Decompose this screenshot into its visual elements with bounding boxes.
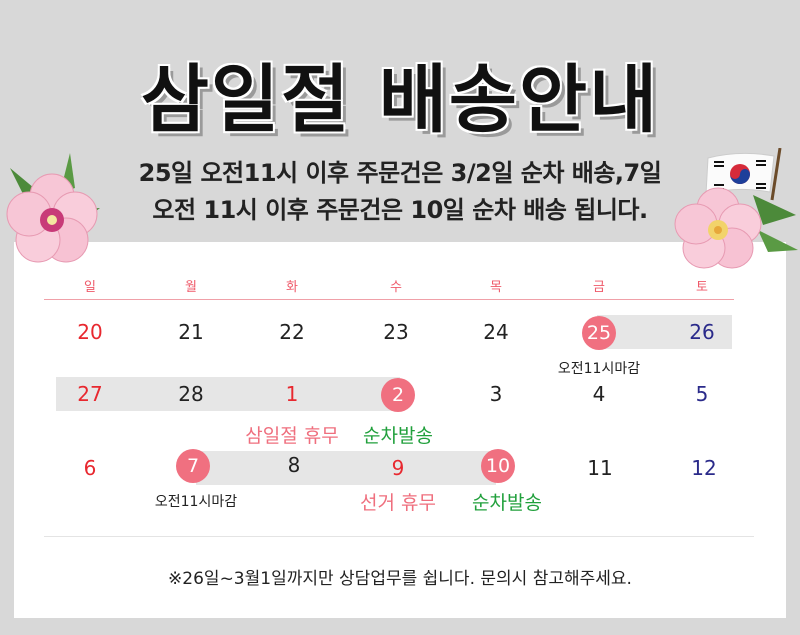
date-cell: 12 xyxy=(691,456,717,480)
date-cell: 27 xyxy=(77,382,103,406)
subtitle-line-1: 25일 오전11시 이후 주문건은 3/2일 순차 배송,7일 xyxy=(138,159,662,187)
date-cell-highlighted: 10 xyxy=(468,448,528,483)
date-cell-highlighted: 25 xyxy=(569,315,629,350)
date-cell-holiday: 9 xyxy=(391,456,405,480)
closed-period-band xyxy=(56,377,400,411)
hibiscus-flower-icon xyxy=(674,187,798,269)
date-cell: 4 xyxy=(592,382,606,406)
date-cell-holiday: 1 xyxy=(285,382,299,406)
hibiscus-flower-icon xyxy=(6,153,100,263)
date-cell: 22 xyxy=(279,320,305,344)
korean-flag-icon xyxy=(705,148,782,201)
date-cell: 20 xyxy=(77,320,103,344)
date-cell: 26 xyxy=(689,320,715,344)
date-cell: 6 xyxy=(83,456,97,480)
date-cell: 23 xyxy=(383,320,409,344)
weekday-tue: 화 xyxy=(286,280,298,295)
closed-period-band xyxy=(196,451,496,485)
weekday-mon: 월 xyxy=(185,280,197,295)
holiday-note: 삼일절 휴무 xyxy=(245,425,339,447)
closed-period-band xyxy=(597,315,732,349)
date-cell: 28 xyxy=(178,382,204,406)
weekday-fri: 금 xyxy=(593,280,605,295)
subtitle-line-2: 오전 11시 이후 주문건은 10일 순차 배송 됩니다. xyxy=(152,196,648,224)
date-cell: 8 xyxy=(287,453,301,477)
deadline-note: 오전11시마감 xyxy=(154,494,238,510)
shipping-note: 순차발송 xyxy=(472,492,542,514)
date-cell: 24 xyxy=(483,320,509,344)
date-cell: 5 xyxy=(695,382,709,406)
footer-notice: ※26일~3월1일까지만 상담업무를 쉽니다. 문의시 참고해주세요. xyxy=(168,569,632,589)
weekday-thu: 목 xyxy=(490,280,502,295)
weekday-sun: 일 xyxy=(84,280,96,295)
page-title: 삼일절 배송안내 xyxy=(140,57,660,143)
weekday-sat: 토 xyxy=(696,280,708,295)
deadline-note: 오전11시마감 xyxy=(557,361,641,377)
weekday-wed: 수 xyxy=(390,280,402,295)
date-cell-highlighted: 2 xyxy=(368,377,428,412)
date-cell: 11 xyxy=(587,456,613,480)
shipping-note: 순차발송 xyxy=(363,425,433,447)
date-cell-highlighted: 7 xyxy=(163,448,223,483)
date-cell: 3 xyxy=(489,382,503,406)
holiday-note: 선거 휴무 xyxy=(360,492,436,514)
weekday-header: 일 월 화 수 목 금 토 xyxy=(44,276,734,300)
date-cell: 21 xyxy=(178,320,204,344)
header-divider xyxy=(44,299,734,300)
calendar-card xyxy=(14,242,786,618)
footer-divider xyxy=(44,536,754,537)
